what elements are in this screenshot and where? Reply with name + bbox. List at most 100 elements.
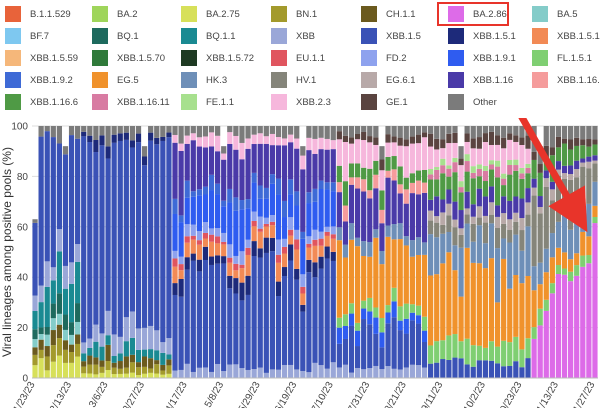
bar-segment bbox=[56, 338, 62, 356]
bar-segment bbox=[452, 245, 458, 271]
legend-swatch bbox=[361, 28, 377, 44]
bar-segment bbox=[68, 126, 75, 136]
bar-segment bbox=[434, 138, 440, 150]
legend-item-xbb[interactable]: XBB bbox=[271, 28, 315, 44]
bar-segment bbox=[233, 270, 239, 279]
legend-item-fe-1-1[interactable]: FE.1.1 bbox=[181, 94, 234, 110]
legend-item-fd-2[interactable]: FD.2 bbox=[361, 50, 407, 66]
bar-segment bbox=[348, 126, 355, 138]
bar-segment bbox=[391, 136, 397, 143]
bar-segment bbox=[513, 212, 519, 222]
bar-segment bbox=[586, 161, 592, 169]
bar-segment bbox=[470, 172, 476, 179]
bar-segment bbox=[440, 126, 446, 140]
bar-segment bbox=[531, 327, 537, 339]
bar-segment bbox=[160, 342, 166, 353]
bar-segment bbox=[446, 126, 452, 134]
legend-item-eg-5[interactable]: EG.5 bbox=[92, 72, 139, 88]
bar-segment bbox=[269, 237, 276, 252]
legend-swatch bbox=[532, 28, 548, 44]
bar-segment bbox=[561, 274, 568, 378]
bar-segment bbox=[409, 143, 415, 174]
legend-item-bn-1[interactable]: BN.1 bbox=[271, 6, 317, 22]
bar-segment bbox=[488, 186, 495, 203]
bar-segment bbox=[434, 167, 440, 170]
bar-segment bbox=[385, 156, 391, 171]
bar-segment bbox=[227, 126, 233, 133]
legend-item-xbb-1-9-1[interactable]: XBB.1.9.1 bbox=[448, 50, 516, 66]
legend-item-ba-2-75[interactable]: BA.2.75 bbox=[181, 6, 240, 22]
legend-item-ba-2[interactable]: BA.2 bbox=[92, 6, 138, 22]
bar-segment bbox=[312, 201, 318, 230]
bar-segment bbox=[62, 154, 69, 266]
legend-item-ge-1[interactable]: GE.1 bbox=[361, 94, 408, 110]
bar-segment bbox=[263, 136, 269, 144]
bar-segment bbox=[221, 256, 227, 264]
legend-item-xbb-1-5[interactable]: XBB.1.5 bbox=[361, 28, 421, 44]
bar-segment bbox=[367, 168, 373, 191]
legend-item-xbb-1-5-72[interactable]: XBB.1.5.72 bbox=[181, 50, 254, 66]
legend-swatch bbox=[361, 72, 377, 88]
bar-segment bbox=[525, 226, 531, 277]
legend-item-eu-1-1[interactable]: EU.1.1 bbox=[271, 50, 325, 66]
bar-segment bbox=[154, 330, 160, 351]
legend-item-ch-1-1[interactable]: CH.1.1 bbox=[361, 6, 416, 22]
bar-segment bbox=[44, 327, 50, 335]
bar-segment bbox=[221, 371, 227, 378]
legend-item-bf-7[interactable]: BF.7 bbox=[5, 28, 49, 44]
bar-segment bbox=[501, 258, 507, 341]
bar-segment bbox=[166, 354, 172, 360]
legend-item-eg-6-1[interactable]: EG.6.1 bbox=[361, 72, 416, 88]
bar-segment bbox=[361, 319, 367, 370]
legend-item-fl-1-5-1[interactable]: FL.1.5.1 bbox=[532, 50, 592, 66]
legend-item-b-1-1-529[interactable]: B.1.1.529 bbox=[5, 6, 71, 22]
legend-item-xbb-1-5-59[interactable]: XBB.1.5.59 bbox=[5, 50, 78, 66]
legend-item-xbb-1-16-11[interactable]: XBB.1.16.11 bbox=[92, 94, 170, 110]
bar-segment bbox=[245, 369, 251, 378]
bar-segment bbox=[592, 217, 598, 224]
legend-item-hk-3[interactable]: HK.3 bbox=[181, 72, 227, 88]
bar-segment bbox=[476, 164, 482, 169]
bar-segment bbox=[178, 256, 184, 265]
bar-segment bbox=[294, 268, 300, 280]
legend-item-ba-2-86[interactable]: BA.2.86 bbox=[448, 6, 507, 22]
bar-segment bbox=[312, 229, 318, 240]
bar-segment bbox=[75, 126, 81, 139]
bar-segment bbox=[111, 126, 117, 135]
bar-segment bbox=[330, 226, 336, 235]
legend-item-other[interactable]: Other bbox=[448, 94, 497, 110]
legend-item-xbb-1-9-2[interactable]: XBB.1.9.2 bbox=[5, 72, 73, 88]
bar-segment bbox=[251, 182, 257, 212]
bar-segment bbox=[531, 266, 537, 291]
bar-segment bbox=[507, 365, 513, 378]
legend-item-xbb-2-3[interactable]: XBB.2.3 bbox=[271, 94, 331, 110]
bar-segment bbox=[501, 137, 507, 149]
legend-item-xbb-1-16-6[interactable]: XBB.1.16.6 bbox=[5, 94, 78, 110]
legend-item-xbb-1-5-10[interactable]: XBB.1.5.10 bbox=[532, 28, 600, 44]
bar-segment bbox=[421, 126, 428, 133]
bar-segment bbox=[434, 274, 440, 342]
bar-segment bbox=[373, 237, 379, 308]
bar-segment bbox=[440, 340, 446, 360]
bar-segment bbox=[452, 227, 458, 246]
bar-segment bbox=[117, 133, 123, 141]
legend-item-xbb-1-5-70[interactable]: XBB.1.5.70 bbox=[92, 50, 165, 66]
bar-segment bbox=[568, 149, 574, 166]
bar-segment bbox=[586, 203, 592, 237]
bar-segment bbox=[507, 164, 513, 175]
bar-segment bbox=[440, 165, 446, 174]
bar-segment bbox=[288, 244, 294, 261]
legend-item-bq-1-1[interactable]: BQ.1.1 bbox=[181, 28, 236, 44]
legend-item-xbb-1-16[interactable]: XBB.1.16 bbox=[448, 72, 513, 88]
legend-item-hv-1[interactable]: HV.1 bbox=[271, 72, 316, 88]
legend-item-xbb-1-16-1[interactable]: XBB.1.16.1 bbox=[532, 72, 600, 88]
bar-segment bbox=[403, 146, 409, 178]
legend-item-bq-1[interactable]: BQ.1 bbox=[92, 28, 139, 44]
bar-segment bbox=[38, 126, 44, 137]
bar-segment bbox=[574, 145, 580, 161]
legend-item-ba-5[interactable]: BA.5 bbox=[532, 6, 578, 22]
bar-segment bbox=[68, 135, 75, 263]
legend-item-xbb-1-5-1[interactable]: XBB.1.5.1 bbox=[448, 28, 516, 44]
bar-segment bbox=[531, 159, 537, 179]
bar-segment bbox=[269, 251, 276, 370]
